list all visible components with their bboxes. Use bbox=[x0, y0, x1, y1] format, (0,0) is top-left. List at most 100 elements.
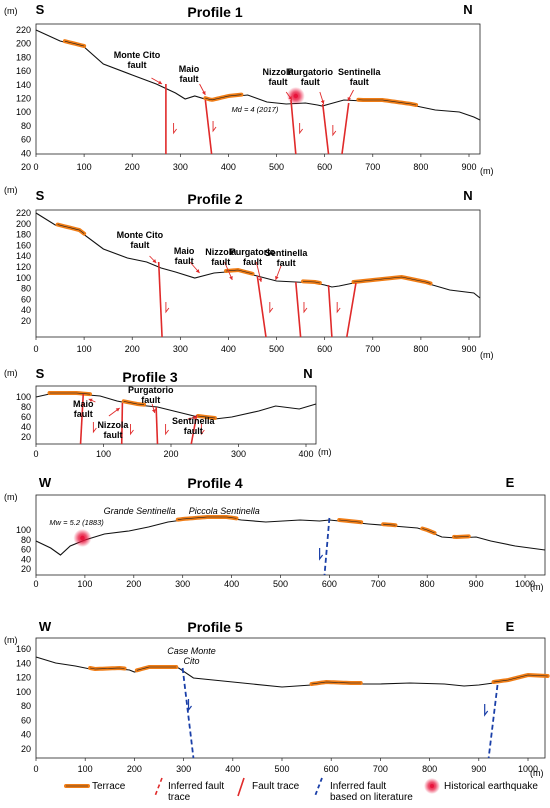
profile-4-x-tick: 900 bbox=[469, 579, 484, 589]
profile-2-y-tick: 140 bbox=[16, 251, 31, 261]
profile-5-terrace-outline bbox=[90, 667, 125, 670]
profile-5-inferred-fault bbox=[181, 667, 195, 759]
profile-2-title: Profile 2 bbox=[187, 191, 242, 207]
profile-5-terrace-outline bbox=[493, 674, 548, 683]
profile-4-place-label: Grande Sentinella bbox=[104, 506, 176, 516]
profile-2-fault-label: Nizzola fault bbox=[205, 247, 237, 267]
profile-2-label-pointer-head bbox=[195, 269, 200, 273]
profile-1-fault-slip-arrow bbox=[299, 123, 304, 135]
profile-4-y-unit: (m) bbox=[4, 492, 18, 502]
profile-1-label-pointer-head bbox=[320, 100, 325, 104]
profile-3-left-dir: S bbox=[36, 366, 45, 381]
profile-4-x-tick: 500 bbox=[273, 579, 288, 589]
profile-2-terrace-outline bbox=[303, 281, 320, 284]
profile-1-fault-trace bbox=[290, 99, 297, 155]
profile-2-fault-label: Purgatorio fault bbox=[230, 247, 276, 267]
profile-5-inferred-slip-arrow bbox=[484, 704, 489, 717]
profile-5-y-tick: 100 bbox=[16, 687, 31, 697]
profile-4-terrace-outline bbox=[454, 536, 469, 538]
profile-1-y-unit: (m) bbox=[4, 6, 18, 16]
profile-5-y-unit: (m) bbox=[4, 635, 18, 645]
profile-1-title: Profile 1 bbox=[187, 4, 242, 20]
profile-5-y-tick: 60 bbox=[21, 715, 31, 725]
profile-3-fault-slip-arrow bbox=[165, 424, 169, 436]
legend-inferred-fault-swatch bbox=[154, 777, 163, 797]
profile-5-inferred-slip-arrow bbox=[187, 699, 192, 712]
profile-2-fault-label: Monte Cito fault bbox=[117, 230, 164, 250]
profile-2-right-dir: N bbox=[463, 188, 472, 203]
profile-4-inferred-fault bbox=[323, 517, 331, 576]
profile-1-y-tick: 160 bbox=[16, 66, 31, 76]
profile-5-terrace-outline bbox=[311, 681, 361, 685]
profile-2-x-tick: 700 bbox=[365, 344, 380, 354]
profile-1-fault-trace bbox=[204, 99, 213, 155]
profile-1-x-tick: 800 bbox=[413, 162, 428, 172]
profile-5-topographic-profile bbox=[35, 656, 546, 688]
profile-2-x-tick: 800 bbox=[413, 344, 428, 354]
profile-1-left-dir: S bbox=[36, 2, 45, 17]
profile-1-y-tick: 100 bbox=[16, 107, 31, 117]
profile-3-frame bbox=[35, 385, 317, 445]
profile-1-y-tick: 140 bbox=[16, 80, 31, 90]
profile-5-x-tick: 200 bbox=[127, 764, 142, 774]
profile-2-y-tick: 80 bbox=[21, 284, 31, 294]
profile-2-y-tick: 60 bbox=[21, 294, 31, 304]
profile-3-y-tick: 40 bbox=[21, 422, 31, 432]
profile-2-y-tick: 40 bbox=[21, 305, 31, 315]
profile-4-frame bbox=[35, 494, 546, 576]
profile-3-label-pointer-head bbox=[88, 398, 93, 403]
profile-2-x-tick: 100 bbox=[77, 344, 92, 354]
profile-4-terrace-outline bbox=[422, 528, 435, 534]
profile-1-y-tick: 80 bbox=[21, 121, 31, 131]
profile-3-x-tick: 200 bbox=[163, 449, 178, 459]
profile-1-fault-trace bbox=[321, 103, 330, 155]
profile-1-x-tick: 200 bbox=[125, 162, 140, 172]
profile-5-x-tick: 1000 bbox=[518, 764, 538, 774]
profile-3-fault-trace bbox=[190, 414, 198, 445]
profile-2-fault-trace bbox=[256, 275, 267, 338]
profile-4-y-tick: 100 bbox=[16, 525, 31, 535]
profile-2-fault-slip-arrow bbox=[269, 302, 274, 314]
profile-4-x-tick: 400 bbox=[224, 579, 239, 589]
profile-4-y-tick: 80 bbox=[21, 535, 31, 545]
profile-4-y-tick: 40 bbox=[21, 554, 31, 564]
profile-3-x-tick: 0 bbox=[33, 449, 38, 459]
profile-2-x-tick: 600 bbox=[317, 344, 332, 354]
profile-5-left-dir: W bbox=[39, 619, 52, 634]
profile-5-y-tick: 120 bbox=[16, 673, 31, 683]
profile-5-inferred-fault bbox=[487, 684, 499, 759]
profile-1-fault-slip-arrow bbox=[173, 123, 177, 135]
profile-5-x-tick: 100 bbox=[78, 764, 93, 774]
profile-5-title: Profile 5 bbox=[187, 619, 242, 635]
profile-1-x-tick: 900 bbox=[461, 162, 476, 172]
profile-5-y-tick: 40 bbox=[21, 730, 31, 740]
profile-3-fault-trace bbox=[155, 406, 159, 445]
profile-4-place-label: Piccola Sentinella bbox=[189, 506, 260, 516]
profile-3-label-pointer-head bbox=[151, 409, 156, 413]
profile-1-fault-label: Sentinella fault bbox=[338, 67, 382, 87]
profile-1-x-tick: 400 bbox=[221, 162, 236, 172]
legend-literature-fault-label: Inferred fault based on literature bbox=[330, 781, 413, 803]
legend-literature-fault-swatch bbox=[314, 777, 323, 797]
profile-4-terrace-outline bbox=[339, 519, 362, 523]
profile-1-label-pointer-head bbox=[202, 91, 206, 95]
profile-3-y-unit: (m) bbox=[4, 368, 18, 378]
profile-2-fault-slip-arrow bbox=[303, 302, 308, 314]
profile-2-fault-trace bbox=[327, 284, 333, 338]
profile-4-title: Profile 4 bbox=[187, 475, 242, 491]
profile-2-terrace-outline bbox=[57, 224, 85, 234]
profile-3-y-tick: 80 bbox=[21, 402, 31, 412]
profile-3-x-unit: (m) bbox=[318, 447, 332, 457]
profile-3-label-pointer-head bbox=[192, 415, 197, 420]
profile-2-label-pointer-head bbox=[258, 278, 263, 282]
profile-2-x-tick: 400 bbox=[221, 344, 236, 354]
profile-2-y-tick: 20 bbox=[21, 316, 31, 326]
profile-4-terrace-outline bbox=[383, 523, 396, 526]
profile-1-fault-label: Monte Cito fault bbox=[114, 50, 161, 70]
profile-4-x-tick: 1000 bbox=[515, 579, 535, 589]
profile-1-label-pointer-head bbox=[347, 97, 352, 101]
profile-2-y-tick: 220 bbox=[16, 208, 31, 218]
profile-1-fault-label: Maio fault bbox=[179, 64, 200, 84]
profile-1-y-tick: 120 bbox=[16, 94, 31, 104]
profile-4-topographic-profile bbox=[35, 517, 546, 556]
